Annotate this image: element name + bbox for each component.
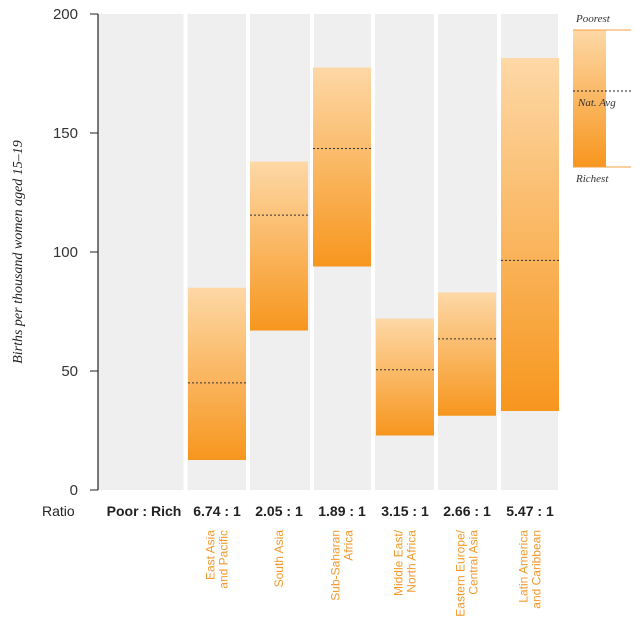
range-bar	[313, 67, 371, 267]
legend-poorest-label: Poorest	[575, 13, 611, 25]
ratio-value: 6.74 : 1	[193, 503, 241, 519]
category-label: Latin America	[517, 530, 531, 603]
ratio-value: 2.66 : 1	[443, 503, 491, 519]
category-label: Sub-Saharan	[329, 530, 343, 601]
y-tick-label: 50	[61, 363, 78, 380]
legend: Poorest Nat. Avg Richest	[573, 13, 631, 185]
category-label: East Asia	[204, 530, 218, 580]
range-bar	[438, 292, 496, 416]
legend-richest-label: Richest	[575, 173, 609, 185]
ratio-value: 2.05 : 1	[255, 503, 303, 519]
ratio-label: Ratio	[42, 503, 75, 519]
legend-swatch	[573, 30, 606, 167]
category-label: North Africa	[405, 530, 419, 593]
ratio-value: 5.47 : 1	[506, 503, 554, 519]
legend-avg-label: Nat. Avg	[577, 97, 616, 109]
category-label: Africa	[342, 530, 356, 561]
y-tick-label: 100	[53, 244, 78, 261]
range-bar	[250, 161, 308, 331]
category-label: South Asia	[272, 530, 286, 588]
ratio-value: 3.15 : 1	[381, 503, 429, 519]
category-label: Eastern Europe/	[454, 529, 468, 616]
range-bar	[376, 318, 434, 436]
category-label: and Pacific	[217, 530, 231, 589]
y-tick-label: 150	[53, 125, 78, 142]
y-tick-label: 200	[53, 6, 78, 23]
category-label: Middle East/	[392, 529, 406, 596]
category-label: and Caribbean	[530, 530, 544, 609]
category-label: Central Asia	[467, 530, 481, 595]
ratio-value: 1.89 : 1	[318, 503, 366, 519]
y-tick-label: 0	[70, 482, 78, 499]
y-axis-label: Births per thousand women aged 15–19	[11, 140, 26, 364]
range-bar	[501, 58, 559, 411]
range-bar	[188, 287, 246, 461]
ratio-header: Poor : Rich	[107, 503, 182, 519]
